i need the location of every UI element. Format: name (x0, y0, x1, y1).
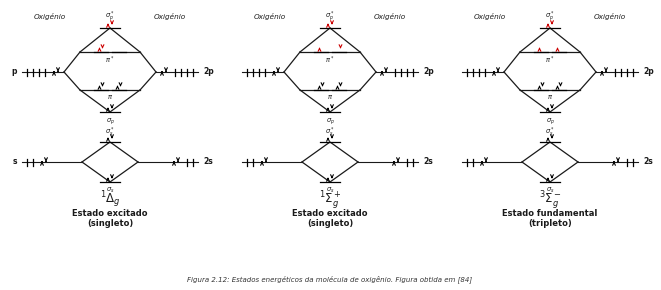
Text: 2p: 2p (423, 68, 434, 77)
Text: (tripleto): (tripleto) (528, 220, 572, 229)
Text: s: s (13, 157, 17, 166)
Text: $\sigma_s$: $\sigma_s$ (106, 186, 114, 195)
Text: Figura 2.12: Estados energéticos da molécula de oxigênio. Figura obtida em [84]: Figura 2.12: Estados energéticos da molé… (188, 275, 473, 283)
Text: $\pi^*$: $\pi^*$ (325, 55, 334, 66)
Text: $\pi$: $\pi$ (107, 93, 113, 101)
Text: $\sigma_p$: $\sigma_p$ (325, 116, 334, 126)
Text: $^1\Delta_g$: $^1\Delta_g$ (100, 190, 120, 210)
Text: $\sigma_p$: $\sigma_p$ (106, 116, 114, 126)
Text: $\sigma_s^*$: $\sigma_s^*$ (105, 126, 115, 139)
Text: Estado excitado: Estado excitado (72, 209, 148, 218)
Text: $\sigma_s$: $\sigma_s$ (546, 186, 555, 195)
Text: Estado fundamental: Estado fundamental (502, 209, 598, 218)
Text: $\sigma_p^*$: $\sigma_p^*$ (105, 9, 115, 24)
Text: $\pi$: $\pi$ (547, 93, 553, 101)
Text: 2p: 2p (203, 68, 214, 77)
Text: $^3\Sigma_g^-$: $^3\Sigma_g^-$ (539, 189, 561, 211)
Text: p: p (11, 68, 17, 77)
Text: Oxigénio: Oxigénio (374, 12, 406, 19)
Text: $\sigma_s$: $\sigma_s$ (326, 186, 334, 195)
Text: Oxigénio: Oxigénio (154, 12, 186, 19)
Text: $\pi^*$: $\pi^*$ (545, 55, 555, 66)
Text: $\sigma_p$: $\sigma_p$ (545, 116, 555, 126)
Text: Estado excitado: Estado excitado (292, 209, 368, 218)
Text: Oxigénio: Oxigénio (254, 12, 286, 19)
Text: $\sigma_s^*$: $\sigma_s^*$ (325, 126, 335, 139)
Text: 2p: 2p (643, 68, 654, 77)
Text: Oxigénio: Oxigénio (474, 12, 506, 19)
Text: Oxigénio: Oxigénio (594, 12, 626, 19)
Text: (singleto): (singleto) (307, 220, 353, 229)
Text: $\sigma_p^*$: $\sigma_p^*$ (545, 9, 555, 24)
Text: $\pi^*$: $\pi^*$ (105, 55, 115, 66)
Text: Oxigénio: Oxigénio (34, 12, 66, 19)
Text: $\pi$: $\pi$ (327, 93, 333, 101)
Text: $\sigma_p^*$: $\sigma_p^*$ (325, 9, 335, 24)
Text: $^1\Sigma_g^+$: $^1\Sigma_g^+$ (319, 189, 342, 211)
Text: $\sigma_s^*$: $\sigma_s^*$ (545, 126, 555, 139)
Text: (singleto): (singleto) (87, 220, 133, 229)
Text: 2s: 2s (203, 157, 213, 166)
Text: 2s: 2s (643, 157, 653, 166)
Text: 2s: 2s (423, 157, 433, 166)
